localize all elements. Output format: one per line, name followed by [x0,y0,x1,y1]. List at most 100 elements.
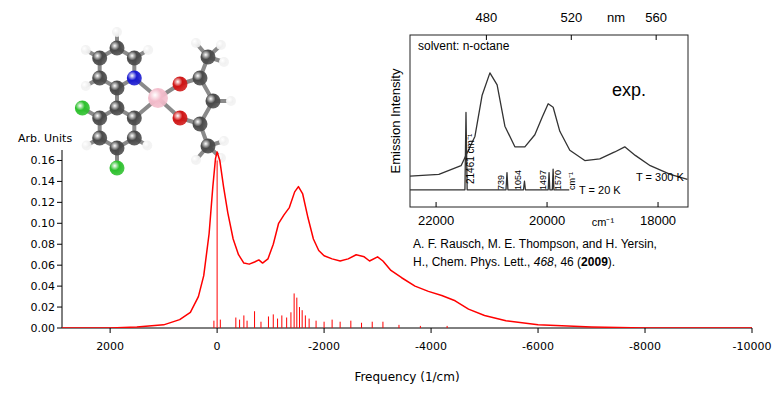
y-tick-label: 0.04 [31,280,56,293]
stem [213,321,214,328]
chart: 220002000018000480520560cm⁻¹nmEmission I… [388,10,688,228]
stem [235,318,236,328]
citation-text: 2009 [581,255,608,269]
atom [193,71,208,86]
annotation: 739 [496,175,506,190]
x-tick [436,202,437,207]
y-tick [57,307,62,308]
annotation: 1054 [513,170,523,190]
atom [219,136,229,146]
atom [92,131,107,146]
stem [316,321,317,328]
x-tick [658,202,659,207]
x2-tick-label: 560 [645,10,667,25]
series-label: T = 300 K [636,171,684,183]
atom [201,50,216,65]
atom [110,141,125,156]
y-axis-label: Emission Intensity [388,68,403,173]
x-tick-label: -10000 [733,340,772,353]
x2-axis-label: nm [607,10,625,25]
atom [216,40,226,50]
stem [273,314,274,328]
stem [286,318,287,328]
atom [81,81,91,91]
citation-text: ). [608,255,615,269]
x2-tick [656,35,657,40]
series-label: T = 20 K [579,184,621,196]
stem [382,322,383,328]
y-axis-label: Arb. Units [18,132,72,145]
atom [173,111,188,126]
atom [201,139,216,154]
stem [268,316,269,328]
x-tick-label: 20000 [529,213,565,228]
x2-tick [571,35,572,40]
citation-text: , 46 ( [554,255,581,269]
stem [290,312,291,328]
data-group [410,73,687,190]
atom [143,45,153,55]
y-tick [57,265,62,266]
y-tick-label: 0.02 [31,301,56,314]
citation: A. F. Rausch, M. E. Thompson, and H. Yer… [413,237,657,269]
stem [372,322,373,328]
atom [127,71,142,86]
x-tick [431,328,432,333]
atom [206,94,221,109]
plot-frame [410,35,688,207]
x-tick [324,328,325,333]
stem [296,298,297,328]
citation-line: H., Chem. Phys. Lett., 468, 46 (2009). [413,255,615,269]
y-tick-label: 0.12 [31,196,56,209]
y-axis-line [62,150,63,328]
y-tick [57,286,62,287]
data-group [62,152,752,328]
x-tick [645,328,646,333]
stem [260,322,261,328]
x-tick-label: 18000 [640,213,676,228]
atom [193,117,208,132]
atom [191,38,201,48]
stem [254,311,255,328]
stem [294,293,295,328]
annotation: 21461 cm⁻¹ [465,133,476,184]
x-tick-label: 22000 [418,213,454,228]
x-tick [217,328,218,333]
atom [110,161,125,176]
atom [226,96,236,106]
atom [92,111,107,126]
x-tick [547,202,548,207]
atom [127,51,142,66]
atom [81,45,91,55]
atom [191,155,201,165]
stem [281,315,282,328]
y-tick-label: 0.08 [31,238,56,251]
stem [398,325,399,328]
stem [239,320,240,328]
x-tick [538,328,539,333]
stem [305,315,306,328]
y-tick [57,328,62,329]
atom [127,131,142,146]
atom [219,57,229,67]
atom [110,101,125,116]
stem [247,321,248,328]
x2-tick-label: 480 [476,10,498,25]
y-tick-label: 0.06 [31,259,56,272]
y-tick-label: 0.10 [31,217,56,230]
citation-text: 468 [534,255,554,269]
atom [148,88,168,108]
series-line [410,73,687,180]
atom [75,101,90,116]
stem [277,319,278,328]
y-tick [57,223,62,224]
atom [142,141,152,151]
stem [243,315,244,328]
atom [92,71,107,86]
series-line [410,112,569,189]
atom [82,141,92,151]
annotation: exp. [612,80,646,100]
stem [361,323,362,328]
x-tick-label: -2000 [308,340,340,353]
x-axis-label: Frequency (1/cm) [354,370,459,384]
